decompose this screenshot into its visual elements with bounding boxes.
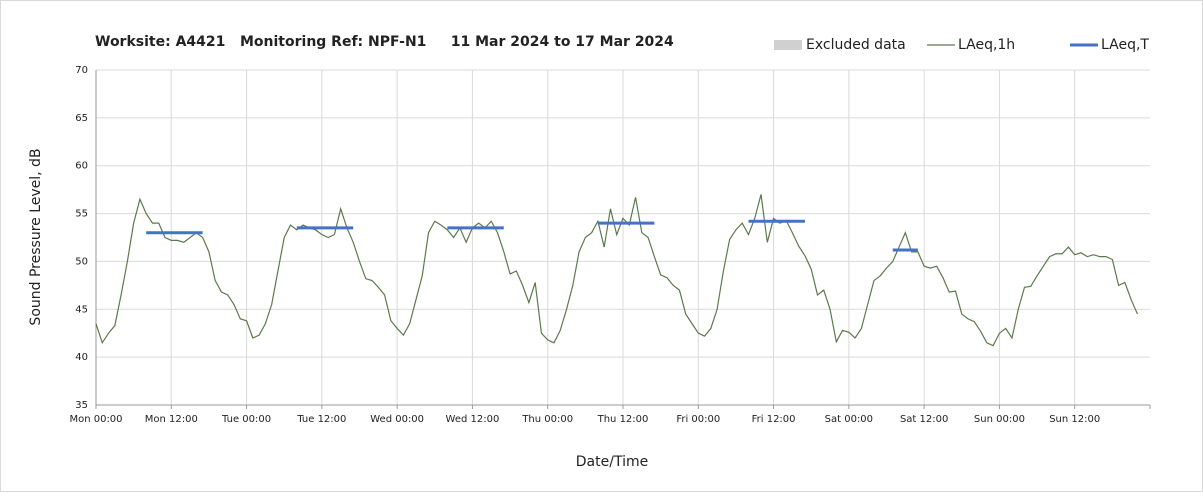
y-axis-label: Sound Pressure Level, dB bbox=[28, 148, 44, 325]
legend-label: LAeq,T bbox=[1101, 37, 1149, 53]
y-tick-label: 35 bbox=[75, 400, 88, 411]
y-tick-label: 55 bbox=[75, 209, 88, 220]
x-tick-label: Tue 12:00 bbox=[296, 414, 346, 425]
x-tick-label: Sun 12:00 bbox=[1049, 414, 1100, 425]
x-tick-label: Thu 12:00 bbox=[597, 414, 649, 425]
legend-label: Excluded data bbox=[806, 37, 906, 53]
y-tick-label: 70 bbox=[75, 65, 88, 76]
x-tick-label: Wed 00:00 bbox=[370, 414, 424, 425]
series-line bbox=[95, 194, 1138, 347]
y-tick-label: 45 bbox=[75, 304, 88, 315]
legend-label: LAeq,1h bbox=[958, 37, 1015, 53]
x-tick-label: Thu 00:00 bbox=[521, 414, 573, 425]
y-tick-label: 50 bbox=[75, 256, 88, 267]
chart-title: Worksite: A4421 Monitoring Ref: NPF-N1 1… bbox=[95, 34, 674, 50]
legend-swatch bbox=[774, 40, 802, 50]
x-axis-label: Date/Time bbox=[576, 454, 648, 470]
x-tick-label: Sun 00:00 bbox=[974, 414, 1025, 425]
y-tick-label: 40 bbox=[75, 352, 88, 363]
x-tick-label: Mon 12:00 bbox=[145, 414, 198, 425]
x-tick-label: Tue 00:00 bbox=[221, 414, 271, 425]
x-tick-label: Mon 00:00 bbox=[69, 414, 122, 425]
y-tick-label: 65 bbox=[75, 113, 88, 124]
x-tick-label: Sat 00:00 bbox=[825, 414, 873, 425]
x-tick-label: Sat 12:00 bbox=[900, 414, 948, 425]
y-tick-label: 60 bbox=[75, 161, 88, 172]
x-tick-label: Wed 12:00 bbox=[446, 414, 500, 425]
x-tick-label: Fri 12:00 bbox=[752, 414, 796, 425]
x-tick-label: Fri 00:00 bbox=[676, 414, 720, 425]
